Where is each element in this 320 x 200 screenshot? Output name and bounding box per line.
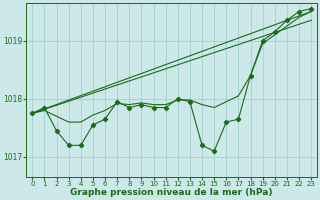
X-axis label: Graphe pression niveau de la mer (hPa): Graphe pression niveau de la mer (hPa) bbox=[70, 188, 273, 197]
